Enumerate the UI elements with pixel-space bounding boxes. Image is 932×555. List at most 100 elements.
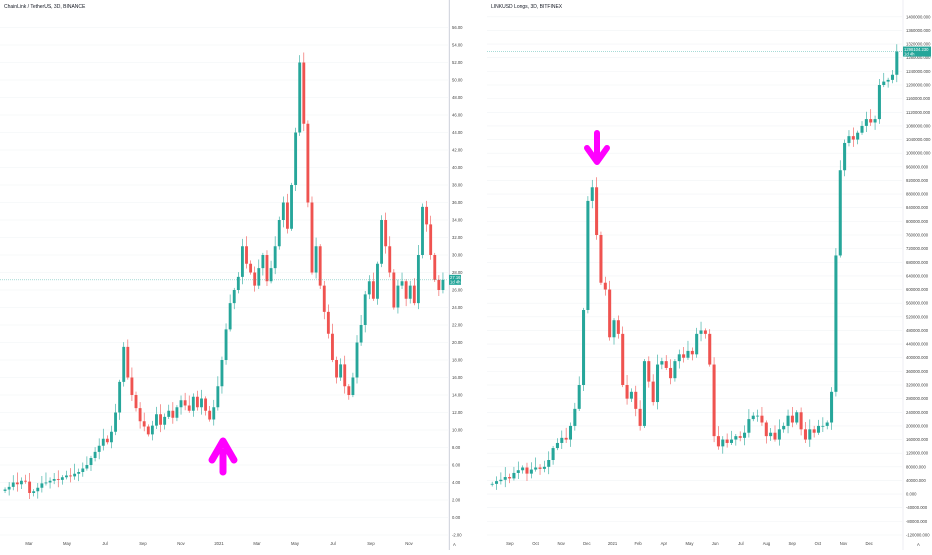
y-tick-label: 14.00	[452, 393, 463, 398]
last-price-countdown: 1d 4h	[904, 51, 915, 56]
y-tick-label: 34.00	[452, 218, 463, 223]
candle-body	[808, 429, 812, 440]
candle-body	[11, 482, 15, 487]
candle-body	[708, 333, 712, 365]
y-tick-label: 4.00	[452, 480, 461, 485]
candle-body	[19, 480, 23, 485]
candle-body	[101, 438, 105, 446]
candle-body	[564, 437, 568, 440]
y-tick-label: 480000.000	[906, 328, 929, 333]
candle-body	[416, 255, 420, 304]
candle-body	[326, 311, 330, 334]
y-tick-label: 36.00	[452, 200, 463, 205]
candle-body	[682, 354, 686, 358]
candle-body	[322, 285, 326, 312]
candle-body	[421, 206, 424, 255]
x-tick-label: May	[291, 541, 300, 546]
x-tick-label: Dec	[865, 541, 872, 546]
last-price-badge	[449, 274, 461, 285]
y-tick-label: 840000.000	[906, 205, 929, 210]
candle-body	[65, 475, 68, 478]
candle-body	[743, 432, 747, 438]
candle-body	[843, 142, 847, 171]
candle-body	[621, 333, 625, 385]
y-tick-label: 6.00	[452, 463, 461, 468]
y-tick-label: 1080000.000	[906, 123, 931, 128]
candle-body	[310, 202, 314, 273]
candle-body	[273, 246, 277, 269]
candle-body	[384, 220, 388, 247]
candle-body	[664, 361, 668, 368]
candle-body	[142, 421, 146, 427]
x-tick-label: Jul	[102, 541, 107, 546]
candle-body	[433, 255, 437, 280]
candle-body	[560, 437, 564, 443]
candle-body	[40, 483, 44, 488]
x-tick-label: Feb	[635, 541, 643, 546]
candle-body	[751, 415, 755, 420]
candle-body	[167, 410, 171, 417]
candle-body	[171, 410, 175, 418]
candle-body	[175, 407, 179, 418]
y-tick-label: 52.00	[452, 60, 463, 65]
candle-body	[60, 477, 64, 480]
y-tick-label: 40.00	[452, 165, 463, 170]
candle-body	[642, 361, 646, 426]
y-tick-label: 80000.000	[906, 464, 926, 469]
y-tick-label: 28.00	[452, 270, 463, 275]
chart-panel-2: 1400000.000 1360000.000 1320000.000 1280000…	[487, 0, 931, 550]
x-tick-label: 2021	[608, 541, 618, 546]
candle-body	[122, 346, 126, 382]
candle-body	[183, 400, 187, 406]
y-tick-label: 1040000.000	[906, 137, 931, 142]
candle-body	[886, 79, 890, 82]
candle-body	[437, 279, 441, 290]
candle-body	[380, 220, 383, 264]
candle-body	[582, 310, 586, 385]
candle-body	[318, 246, 322, 286]
x-tick-label: Nov	[840, 541, 848, 546]
candle-body	[195, 396, 199, 408]
candle-body	[150, 425, 154, 435]
y-tick-label: 1240000.000	[906, 69, 931, 74]
candle-body	[847, 136, 851, 143]
candle-body	[799, 412, 803, 430]
candle-body	[36, 487, 40, 492]
y-tick-label: 440000.000	[906, 342, 929, 347]
y-tick-label: 600000.000	[906, 287, 929, 292]
candle-body	[534, 467, 538, 470]
last-price-value: 1298104.230	[904, 47, 929, 52]
x-tick-label: Mar	[25, 541, 33, 546]
candle-body	[729, 439, 734, 443]
candle-body	[677, 354, 681, 362]
axis-auto-scale-label: A	[453, 542, 456, 547]
candle-body	[830, 391, 834, 423]
candle-body	[851, 136, 855, 140]
candle-body	[134, 395, 138, 409]
candle-body	[277, 220, 281, 247]
candle-body	[24, 480, 27, 482]
y-tick-label: 38.00	[452, 183, 463, 188]
candle-body	[856, 132, 860, 140]
x-tick-label: Nov	[557, 541, 565, 546]
candle-body	[890, 74, 894, 80]
y-tick-label: 2.00	[452, 498, 461, 503]
candle-body	[335, 360, 338, 378]
candle-body	[860, 125, 864, 133]
candle-body	[655, 364, 660, 403]
y-tick-label: 1280000.000	[906, 55, 931, 60]
y-tick-label: 320000.000	[906, 383, 929, 388]
candle-body	[392, 272, 396, 308]
candle-body	[363, 294, 367, 325]
candle-body	[179, 400, 183, 408]
candle-body	[782, 425, 786, 430]
y-tick-label: 0.00	[452, 515, 461, 520]
candle-body	[538, 467, 542, 469]
candle-body	[52, 479, 56, 481]
x-tick-label: Sep	[139, 541, 147, 546]
candle-body	[138, 408, 142, 422]
candle-body	[3, 489, 7, 491]
candle-body	[864, 119, 868, 126]
x-tick-label: Nov	[405, 541, 413, 546]
